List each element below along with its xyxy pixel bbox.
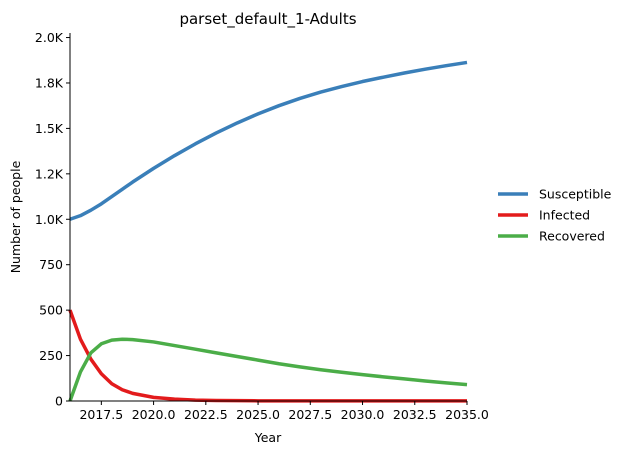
y-tick-label: 1.8K <box>35 75 64 90</box>
series-line-susceptible <box>69 60 468 221</box>
x-tick-label: 2022.5 <box>184 407 228 422</box>
x-axis-ticks: 2017.5 2020.0 2022.5 2025.0 2027.5 2030.0 2032… <box>79 401 489 422</box>
x-tick-label: 2025.0 <box>236 407 280 422</box>
series-line-infected <box>68 309 467 403</box>
y-tick-label: 1.5K <box>35 121 64 136</box>
y-tick-label: 1.2K <box>35 166 64 181</box>
y-tick-label: 500 <box>39 303 63 318</box>
legend-label-susceptible: Susceptible <box>539 187 612 202</box>
x-tick-label: 2032.5 <box>393 407 437 422</box>
y-axis-label: Number of people <box>8 160 23 273</box>
legend: Susceptible Infected Recovered <box>498 187 612 244</box>
legend-label-infected: Infected <box>539 208 590 223</box>
legend-label-recovered: Recovered <box>539 229 605 244</box>
chart-title: parset_default_1-Adults <box>179 10 356 29</box>
x-tick-label: 2020.0 <box>132 407 176 422</box>
x-tick-label: 2017.5 <box>79 407 123 422</box>
x-tick-label: 2027.5 <box>288 407 332 422</box>
x-tick-label: 2035.0 <box>445 407 489 422</box>
x-tick-label: 2030.0 <box>341 407 385 422</box>
y-tick-label: 0 <box>55 394 63 409</box>
y-tick-label: 250 <box>39 348 63 363</box>
y-axis-ticks: 0 250 500 750 1.0K 1.2K 1.5K 1.8K 2.0K <box>35 30 70 409</box>
y-tick-label: 750 <box>39 257 63 272</box>
y-tick-label: 2.0K <box>35 30 64 45</box>
x-axis-label: Year <box>254 430 282 445</box>
y-tick-label: 1.0K <box>35 212 64 227</box>
series-lines <box>68 60 468 403</box>
series-line-recovered <box>68 337 468 402</box>
